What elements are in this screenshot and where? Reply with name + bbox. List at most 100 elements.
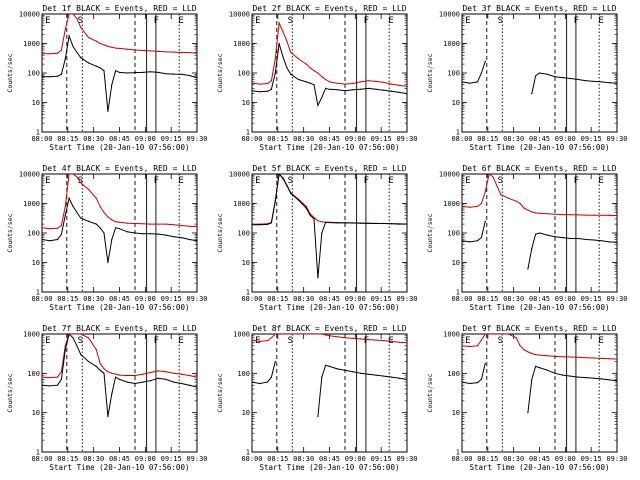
data-point bbox=[309, 334, 311, 335]
y-tick-label: 10 bbox=[242, 409, 250, 417]
data-point bbox=[469, 241, 471, 243]
y-tick-label: 10000 bbox=[439, 11, 460, 19]
data-point bbox=[274, 200, 276, 202]
data-point bbox=[278, 22, 280, 24]
data-point bbox=[527, 268, 529, 270]
data-point bbox=[142, 49, 144, 52]
data-point bbox=[111, 238, 113, 241]
y-tick-label: 100 bbox=[237, 230, 250, 238]
data-point bbox=[390, 90, 393, 92]
data-point bbox=[165, 73, 167, 75]
chart-title: Det 9f BLACK = Events, RED = LLD bbox=[462, 324, 616, 333]
y-tick-label: 1000 bbox=[443, 200, 460, 208]
data-point bbox=[585, 238, 587, 241]
data-point bbox=[118, 374, 121, 376]
time-marker-label: E bbox=[465, 176, 470, 186]
x-tick-label: 09:30 bbox=[186, 135, 207, 143]
data-point bbox=[165, 371, 167, 373]
data-point bbox=[352, 82, 354, 85]
chart-title: Det 8f BLACK = Events, RED = LLD bbox=[252, 324, 406, 333]
data-point bbox=[321, 334, 323, 335]
data-point bbox=[359, 88, 362, 90]
x-tick-label: 08:00 bbox=[31, 455, 52, 463]
data-point bbox=[103, 70, 105, 72]
data-point bbox=[352, 337, 354, 339]
y-tick-label: 1000 bbox=[233, 200, 250, 208]
chart-title: Det 3f BLACK = Events, RED = LLD bbox=[462, 4, 616, 13]
x-tick-label: 08:00 bbox=[451, 295, 472, 303]
data-point bbox=[305, 63, 307, 65]
data-point bbox=[80, 334, 82, 335]
data-point bbox=[546, 355, 548, 357]
y-tick-label: 1 bbox=[246, 289, 250, 297]
data-point bbox=[80, 354, 82, 356]
data-point bbox=[252, 82, 253, 84]
data-point bbox=[538, 232, 541, 234]
x-tick-label: 08:45 bbox=[109, 455, 130, 463]
data-point bbox=[60, 371, 63, 373]
data-point bbox=[149, 223, 152, 225]
data-point bbox=[266, 90, 269, 92]
data-point bbox=[126, 231, 128, 233]
data-point bbox=[328, 222, 331, 224]
time-marker-label: F bbox=[574, 336, 579, 346]
data-point bbox=[546, 369, 548, 371]
data-point bbox=[325, 78, 327, 81]
x-tick-label: 09:15 bbox=[161, 135, 182, 143]
data-point bbox=[134, 374, 136, 377]
data-point bbox=[80, 182, 82, 184]
series-line-events bbox=[252, 361, 407, 417]
data-point bbox=[569, 237, 572, 240]
data-point bbox=[95, 349, 97, 351]
data-point bbox=[535, 212, 537, 214]
series-line-lld bbox=[252, 20, 407, 87]
time-marker-label: F bbox=[574, 16, 579, 26]
data-point bbox=[196, 77, 197, 79]
data-point bbox=[115, 221, 117, 223]
data-point bbox=[359, 372, 362, 374]
data-point bbox=[462, 81, 463, 83]
data-point bbox=[398, 377, 400, 379]
data-point bbox=[56, 227, 59, 229]
data-point bbox=[406, 342, 407, 344]
data-point bbox=[72, 45, 74, 48]
y-tick-label: 10 bbox=[32, 259, 40, 267]
data-point bbox=[266, 82, 269, 85]
data-point bbox=[118, 378, 121, 380]
data-point bbox=[142, 223, 144, 225]
data-point bbox=[480, 202, 482, 205]
data-point bbox=[95, 365, 97, 367]
data-point bbox=[359, 222, 362, 224]
data-point bbox=[286, 67, 288, 69]
data-point bbox=[462, 381, 463, 383]
data-point bbox=[126, 72, 128, 74]
data-point bbox=[282, 334, 284, 335]
data-point bbox=[480, 72, 482, 74]
data-point bbox=[593, 377, 595, 379]
x-tick-label: 08:45 bbox=[529, 135, 550, 143]
data-point bbox=[87, 220, 90, 222]
data-point bbox=[157, 370, 159, 372]
data-point bbox=[305, 205, 307, 207]
data-point bbox=[259, 224, 261, 226]
data-point bbox=[252, 224, 253, 226]
x-tick-label: 08:45 bbox=[319, 455, 340, 463]
data-point bbox=[252, 90, 253, 92]
y-tick-label: 100 bbox=[27, 70, 40, 78]
data-point bbox=[325, 364, 327, 366]
chart-title: Det 5f BLACK = Events, RED = LLD bbox=[252, 164, 406, 173]
y-tick-label: 100 bbox=[237, 370, 250, 378]
y-tick-label: 10 bbox=[242, 99, 250, 107]
data-point bbox=[585, 214, 587, 216]
data-point bbox=[126, 48, 128, 50]
data-point bbox=[115, 227, 117, 229]
data-point bbox=[42, 376, 43, 378]
x-tick-label: 09:00 bbox=[135, 135, 156, 143]
data-point bbox=[252, 381, 253, 383]
x-axis-label: Start Time (20-Jan-10 07:56:00) bbox=[470, 143, 610, 152]
data-point bbox=[107, 45, 109, 48]
data-point bbox=[180, 373, 183, 375]
x-tick-label: 09:15 bbox=[371, 135, 392, 143]
x-tick-label: 09:30 bbox=[186, 455, 207, 463]
